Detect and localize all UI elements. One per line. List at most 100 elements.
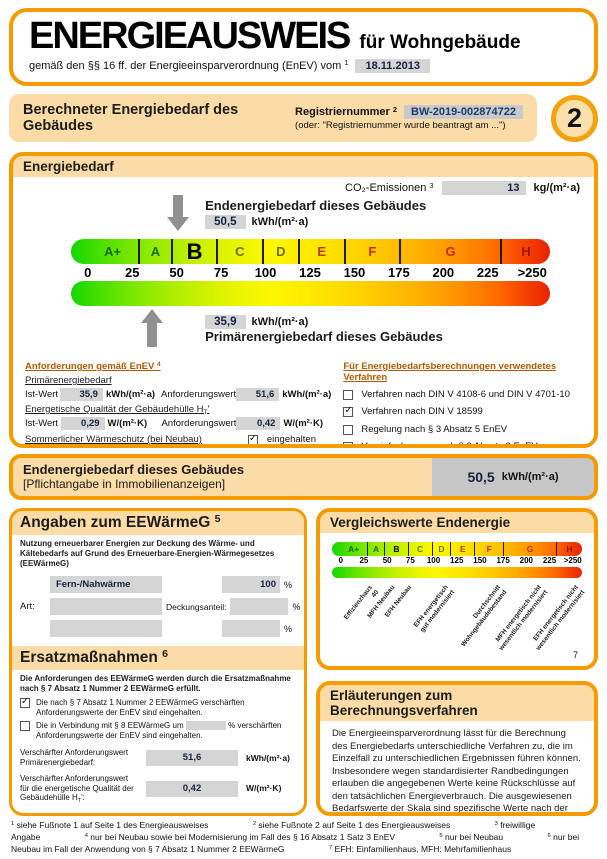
method-label: Verfahren nach DIN V 4108-6 und DIN V 47… [361,389,570,400]
scale-class-h: H [500,239,550,264]
coverage-field-1[interactable]: 100 [222,576,280,593]
scale-tick->250: >250 [563,556,582,565]
scale-gradient-band [71,281,550,306]
enev-date-field[interactable]: 18.11.2013 [355,58,430,73]
scale-class-g: G [398,239,500,264]
ersatz-intro: Die Anforderungen des EEWärmeG werden du… [20,674,291,693]
co2-label: CO₂-Emissionen 3 [345,180,434,194]
comparison-tick-row: 0 25 50 75 100 125 150 175 200 225 >250 [332,556,582,567]
energy-type-field-2[interactable] [50,598,162,615]
calculation-method-heading: Für Energiebedarfsberechnungen verwendet… [343,361,557,383]
checkbox-din-18599[interactable] [343,405,354,418]
scale-tick->250: >250 [517,265,547,280]
vergleichswerte-panel: Vergleichswerte Endenergie A+ A B C D E F G H 0 2… [316,508,598,670]
anforderungswert-label: Anforderungswert [161,418,237,429]
erlaeuterungen-panel: Erläuterungen zum Berechnungsverfahren D… [316,681,598,816]
enev-requirements: Anforderungen gemäß EnEV 4 Primärenergie… [25,361,331,445]
percent-sign: % [284,623,293,634]
scale-class-f: F [474,542,503,556]
strict-req-envelope-field[interactable]: 0,42 [146,780,238,797]
erlaeuterungen-heading: Erläuterungen zum Berechnungsverfahren [320,685,594,721]
primary-ist-field[interactable]: 35,9 [59,388,103,401]
co2-unit: kg/(m²·a) [533,182,580,194]
coverage-field-2[interactable] [230,598,289,615]
scale-class-b: B [171,239,215,264]
footnote-5: 5 nur bei Neubau [439,831,504,842]
eewaermeg-heading: Angaben zum EEWärmeG 5 [12,511,304,535]
primary-demand-value-field[interactable]: 35,9 [205,315,246,329]
coverage-field-3[interactable] [222,620,280,637]
primary-demand-arrow-icon [140,309,163,347]
strict-req-primary-field[interactable]: 51,6 [146,749,238,766]
envelope-anf-unit: W/(m²·K) [283,418,324,429]
endenergie-band-title: Endenergiebedarf dieses Gebäudes [23,462,245,477]
summer-heat-check-label: eingehalten [266,434,317,445]
summer-heat-checkbox[interactable] [247,433,258,444]
co2-value-field[interactable]: 13 [441,181,526,195]
scale-class-a+: A+ [104,244,122,259]
footnote-4: 4 nur bei Neubau sowie bei Modernisierun… [84,831,396,842]
section-band: Berechneter Energiebedarf des Gebäudes R… [9,94,537,142]
energy-type-field-1[interactable]: Fern-/Nahwärme [50,576,162,593]
erlaeuterungen-text: Die Energieeinsparverordnung lässt für d… [332,728,581,815]
envelope-ist-unit: W/(m²·K) [107,418,148,429]
envelope-anf-field[interactable]: 0,42 [236,417,281,430]
primary-anf-field[interactable]: 51,6 [236,388,280,401]
summer-heat-label: Sommerlicher Wärmeschutz (bei Neubau) [25,434,202,445]
ist-wert-label: Ist-Wert [25,389,59,400]
scale-tick-0: 0 [84,265,92,280]
checkbox-regelung-p3[interactable] [343,424,354,435]
energy-scale: Endenergiebedarf dieses Gebäudes 50,5 kW… [71,195,550,359]
strict-req-primary-label: Verschärfter Anforderungswert Primärener… [20,748,129,767]
scale-tick-75: 75 [213,265,229,280]
scale-class-a: A [366,542,385,556]
comparison-scale: A+ A B C D E F G H 0 25 50 75 100 125 150 175 200 225 >250 [332,542,582,578]
scale-tick-50: 50 [382,556,392,565]
section-bar: Berechneter Energiebedarf des Gebäudes R… [9,94,598,142]
eewaermeg-panel: Angaben zum EEWärmeG 5 Nutzung erneuerba… [9,508,307,816]
primary-ist-unit: kWh/(m²·a) [105,389,156,400]
energy-type-field-3[interactable] [50,620,162,637]
registration-alt-text: (oder: "Registriernummer wurde beantragt… [295,120,506,131]
registration-number-field[interactable]: BW-2019-002874722 [404,105,523,119]
footnote-7: 7 EFH: Einfamilienhaus, MFH: Mehrfamilie… [328,843,512,854]
footnote-3: 3 freiwillige Angabe [11,820,536,842]
scale-tick-125: 125 [450,556,464,565]
section-title: Berechneter Energiebedarf des Gebäudes [23,102,239,134]
endenergie-band-subtitle: [Pflichtangabe in Immobilienanzeigen] [23,477,226,491]
scale-class-e: E [297,239,344,264]
scale-tick-225: 225 [542,556,557,565]
primary-demand-unit: kWh/(m²·a) [251,316,309,328]
checkbox-vereinfachungen-p9[interactable] [343,442,354,444]
scale-class-d: D [261,239,298,264]
endenergie-value-field[interactable]: 50,5 kWh/(m²·a) [432,458,594,496]
comparison-labels: Effizienzhaus 40 MFH Neubau EFH Neubau EFH … [332,580,586,666]
scale-class-d: D [431,542,451,556]
energiebedarf-panel: Energiebedarf CO₂-Emissionen 3 13 kg/(m²… [9,152,598,448]
end-demand-block: Endenergiebedarf dieses Gebäudes 50,5 kW… [205,198,426,229]
footnote-1: 1 siehe Fußnote 1 auf Seite 1 des Energi… [11,820,209,830]
percent-input-field[interactable] [185,721,226,731]
ersatz-checkbox-1[interactable] [20,696,30,709]
page-title: ENERGIEAUSWEIS [29,15,351,57]
registration-block: Registriernummer 2 BW-2019-002874722 (od… [295,105,523,131]
ersatz-checkbox-2[interactable] [20,721,30,731]
primary-demand-block: 35,9 kWh/(m²·a) Primärenergiebedarf dies… [205,313,443,344]
scale-class-c: C [407,542,432,556]
footnote-6: 6 nur bei Neubau im Fall der Anwendung v… [11,831,580,854]
envelope-ist-field[interactable]: 0,29 [60,417,105,430]
scale-tick-200: 200 [519,556,533,565]
end-demand-value-field[interactable]: 50,5 [205,215,246,229]
vergleich-label-3: EFH energetisch gut modernisiert [413,584,457,634]
scale-tick-50: 50 [169,265,184,280]
end-demand-arrow-icon [166,195,189,231]
scale-tick-0: 0 [338,556,343,565]
footnote-2: 2 siehe Fußnote 2 auf Seite 1 des Energi… [252,820,451,830]
checkbox-din-4108[interactable] [343,390,354,400]
registration-label: Registriernummer 2 [295,104,398,118]
scale-tick-25: 25 [359,556,369,565]
comparison-gradient-band [332,567,582,578]
title-box: ENERGIEAUSWEIS für Wohngebäude gemäß den… [9,8,598,86]
method-label: Vereinfachungen nach § 9 Absatz 2 EnEV [361,441,538,448]
